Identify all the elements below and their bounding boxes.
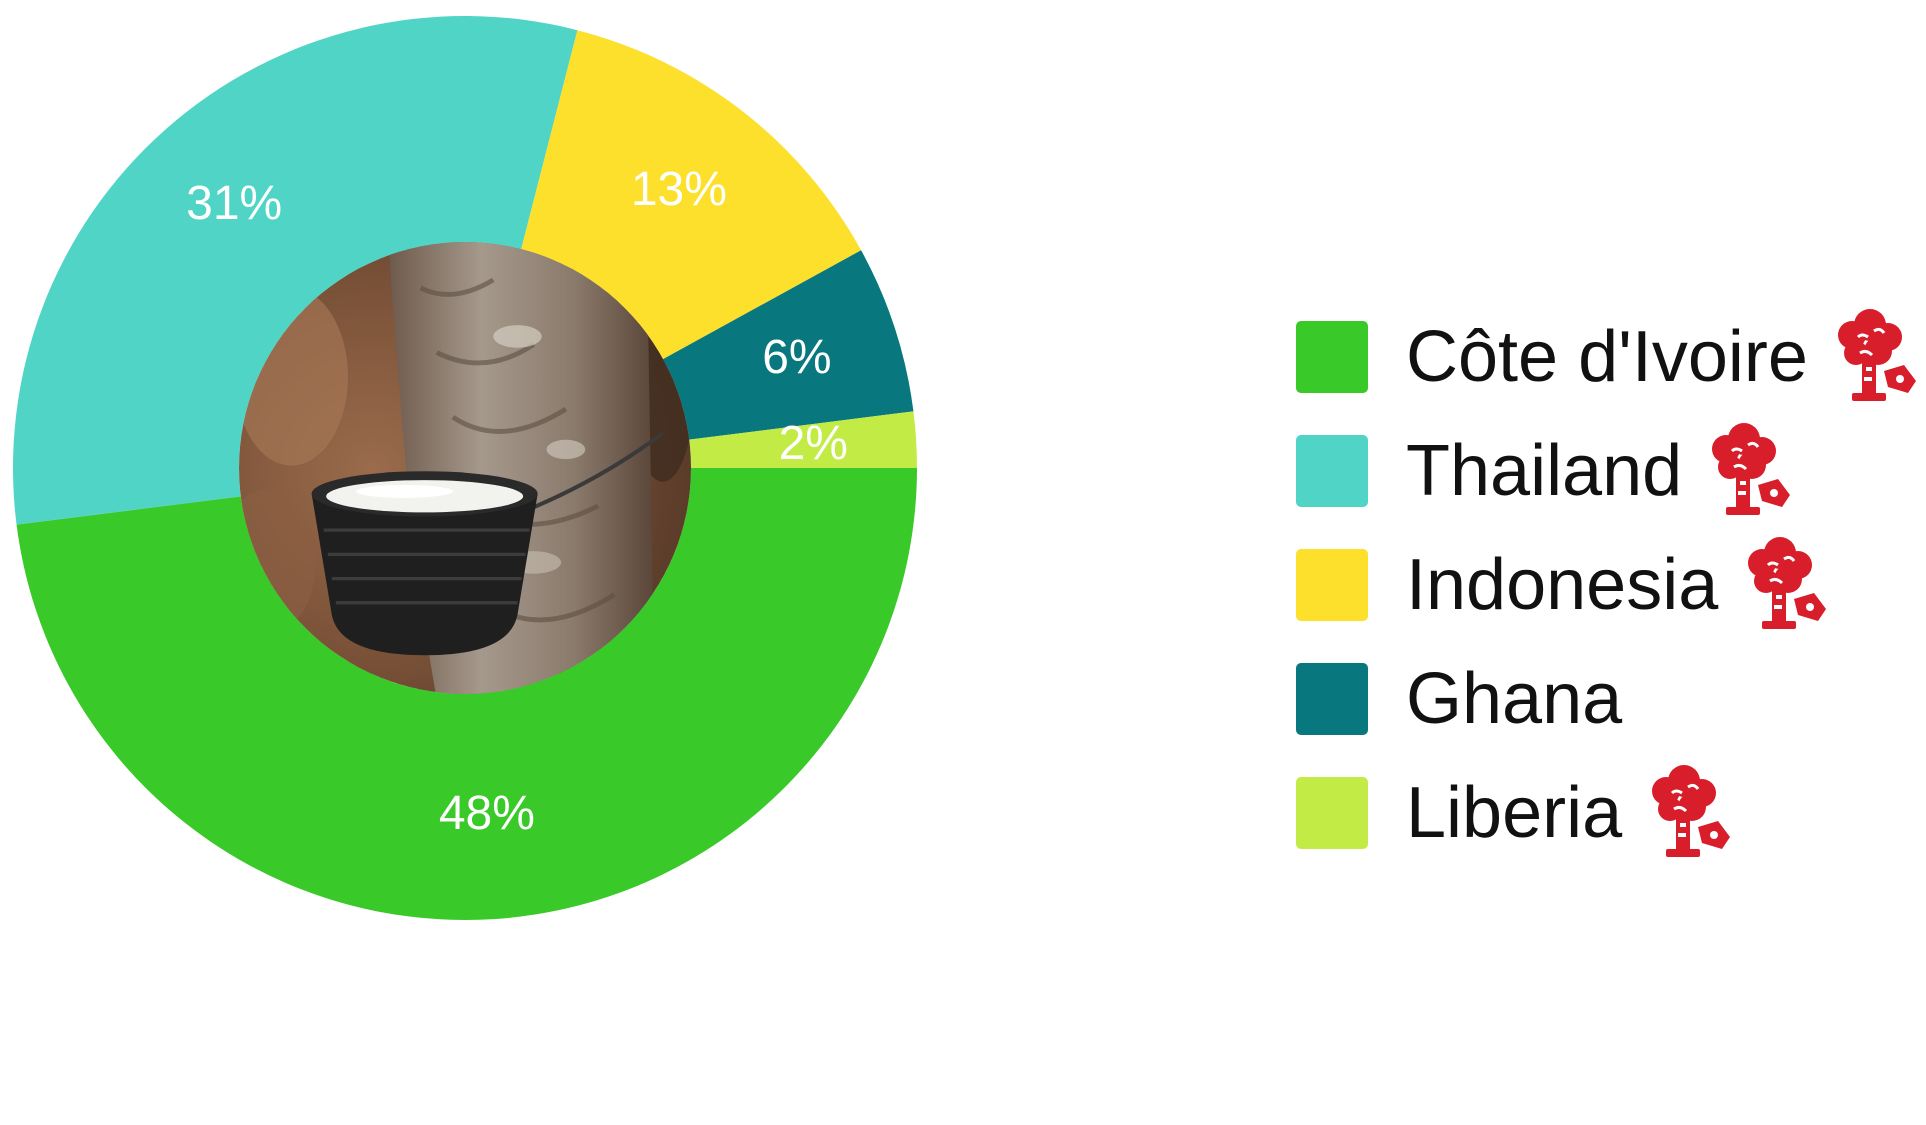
rubber-tree-tapping-icon	[1822, 307, 1922, 407]
legend-swatch-indonesia	[1296, 549, 1368, 621]
legend-label-ghana: Ghana	[1406, 659, 1623, 739]
slice-indonesia	[521, 30, 862, 360]
donut-chart: 48% 31% 13% 6% 2%	[12, 15, 918, 921]
slice-ghana	[663, 250, 914, 440]
slice-value-label: 13%	[631, 163, 727, 216]
legend-swatch-cote-divoire	[1296, 321, 1368, 393]
legend-item-indonesia: Indonesia	[1296, 528, 1922, 642]
chart-legend: Côte d'Ivoire Thailand Indonesia Ghana L…	[1296, 300, 1922, 870]
slice-liberia	[689, 411, 917, 468]
legend-item-thailand: Thailand	[1296, 414, 1922, 528]
rubber-tapping-photo	[239, 242, 691, 694]
legend-swatch-liberia	[1296, 777, 1368, 849]
rubber-tree-tapping-icon	[1696, 421, 1796, 521]
legend-item-ghana: Ghana	[1296, 642, 1922, 756]
donut-slices	[12, 15, 918, 921]
legend-label-liberia: Liberia	[1406, 773, 1623, 853]
legend-swatch-thailand	[1296, 435, 1368, 507]
legend-item-liberia: Liberia	[1296, 756, 1922, 870]
slice-value-labels: 48% 31% 13% 6% 2%	[186, 163, 848, 840]
legend-label-indonesia: Indonesia	[1406, 545, 1719, 625]
slice-thailand	[12, 15, 578, 525]
legend-label-cote-divoire: Côte d'Ivoire	[1406, 317, 1808, 397]
slice-c-te-d-ivoire	[16, 468, 918, 921]
rubber-tree-tapping-icon	[1636, 763, 1736, 863]
slice-value-label: 2%	[779, 417, 848, 470]
rubber-tree-tapping-icon	[1732, 535, 1832, 635]
slice-value-label: 48%	[439, 787, 535, 840]
legend-swatch-ghana	[1296, 663, 1368, 735]
legend-label-thailand: Thailand	[1406, 431, 1683, 511]
slice-value-label: 6%	[762, 331, 831, 384]
slice-value-label: 31%	[186, 177, 282, 230]
legend-item-cote-divoire: Côte d'Ivoire	[1296, 300, 1922, 414]
